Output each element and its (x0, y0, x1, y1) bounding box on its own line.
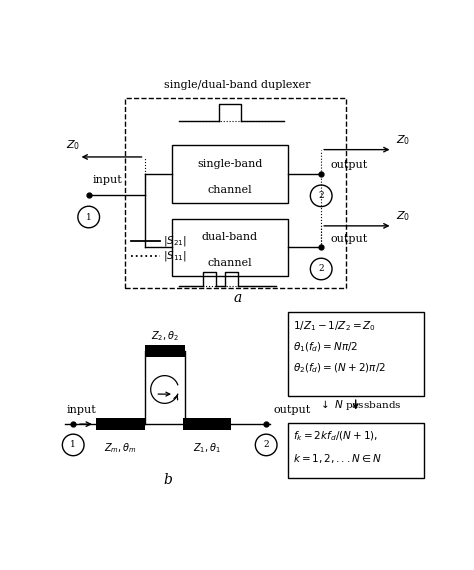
Text: a: a (233, 291, 242, 305)
Text: $|S_{11}|$: $|S_{11}|$ (163, 249, 187, 263)
Text: output: output (330, 234, 368, 243)
FancyBboxPatch shape (288, 312, 423, 396)
Text: 2: 2 (319, 264, 324, 274)
FancyBboxPatch shape (96, 418, 145, 430)
Text: input: input (67, 405, 97, 415)
FancyBboxPatch shape (183, 418, 231, 430)
Text: $f_k = 2kf_d/(N+1),$: $f_k = 2kf_d/(N+1),$ (293, 430, 378, 443)
Text: $|S_{21}|$: $|S_{21}|$ (163, 234, 187, 248)
Text: $\downarrow$ $N$ passbands: $\downarrow$ $N$ passbands (318, 398, 401, 412)
Text: $Z_0$: $Z_0$ (396, 133, 410, 146)
Text: $Z_0$: $Z_0$ (396, 209, 410, 223)
Text: b: b (164, 473, 172, 487)
Text: $Z_1, \theta_1$: $Z_1, \theta_1$ (193, 441, 221, 455)
Text: channel: channel (208, 258, 252, 268)
Text: $1/Z_1 - 1/Z_2 = Z_0$: $1/Z_1 - 1/Z_2 = Z_0$ (293, 319, 376, 333)
Text: input: input (92, 176, 122, 185)
Text: $\theta_2(f_d) = (N+2)\pi/2$: $\theta_2(f_d) = (N+2)\pi/2$ (293, 361, 386, 374)
Text: $\theta_1(f_d) = N\pi/2$: $\theta_1(f_d) = N\pi/2$ (293, 340, 359, 354)
FancyBboxPatch shape (145, 345, 185, 357)
FancyBboxPatch shape (288, 422, 423, 478)
FancyBboxPatch shape (172, 218, 288, 276)
Text: 1: 1 (86, 213, 91, 222)
Text: single/dual-band duplexer: single/dual-band duplexer (164, 80, 311, 90)
Text: output: output (330, 160, 368, 170)
Text: channel: channel (208, 185, 252, 195)
Text: dual-band: dual-band (202, 233, 258, 242)
Text: $Z_m, \theta_m$: $Z_m, \theta_m$ (104, 441, 137, 455)
FancyBboxPatch shape (172, 145, 288, 203)
Text: single-band: single-band (197, 159, 263, 169)
Text: 1: 1 (70, 441, 76, 449)
Text: 2: 2 (319, 192, 324, 200)
Text: $Z_0$: $Z_0$ (66, 139, 80, 152)
Text: $Z_2, \theta_2$: $Z_2, \theta_2$ (151, 329, 179, 343)
Text: $k = 1, 2, ...N \in N$: $k = 1, 2, ...N \in N$ (293, 451, 382, 465)
Text: output: output (274, 405, 311, 415)
Text: 2: 2 (264, 441, 269, 449)
